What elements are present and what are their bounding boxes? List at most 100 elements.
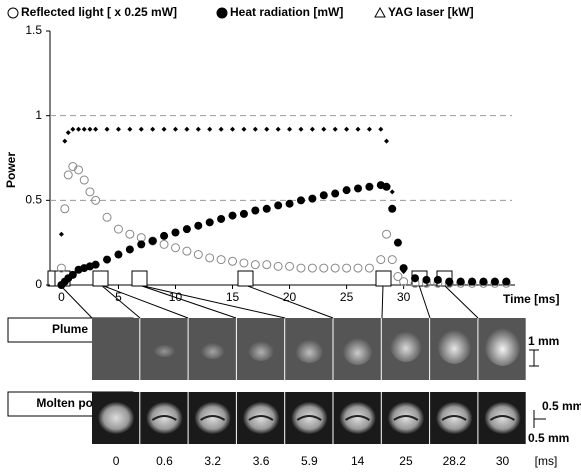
data-point [125,229,135,239]
data-point [182,225,191,234]
x-tick-label: 10 [169,290,183,304]
data-point [138,126,144,132]
series [56,161,511,288]
data-point [239,209,248,218]
data-point [230,126,236,132]
data-point [378,126,384,132]
data-point [216,255,226,265]
frame-time: 25 [399,454,413,468]
data-point [160,231,169,240]
data-point [250,260,260,270]
data-point [423,277,429,283]
frame-time: 28.2 [443,454,467,468]
pool-ripple [151,415,177,421]
data-point [63,170,73,180]
data-point [91,260,100,269]
data-point [252,126,258,132]
y-tick-label: 0 [35,277,42,291]
data-point [401,268,407,274]
x-tick-label: 15 [226,290,240,304]
data-point [264,126,270,132]
data-point [103,255,112,264]
data-point [137,240,146,249]
data-point [296,196,305,205]
frame-time: 0 [113,454,120,468]
data-point [298,126,304,132]
data-point [503,277,509,283]
pool-ripple [248,415,274,421]
data-point [239,258,249,268]
scale-label: 0.5 mm [542,399,581,413]
y-axis-label: Power [4,152,18,188]
data-point [85,187,95,197]
data-point [170,243,180,253]
frame-time: 30 [496,454,510,468]
time-unit: [ms] [535,454,558,468]
legend-marker [374,6,386,18]
data-point [364,263,374,273]
pool-ripple [344,415,371,421]
data-point [309,126,315,132]
data-point [321,126,327,132]
y-tick-label: 1 [35,108,42,122]
data-point [171,228,180,237]
frame-time: 3.6 [253,454,270,468]
data-point [435,277,441,283]
data-point [115,126,121,132]
data-point [319,263,329,273]
data-point [287,126,293,132]
data-point [79,175,89,185]
data-point [81,126,87,132]
frame-time: 3.2 [204,454,221,468]
plume-glow [342,335,373,365]
data-point [275,126,281,132]
plume-glow [153,343,176,357]
data-point [262,204,271,213]
legend-marker [216,7,228,19]
data-point [480,277,486,283]
data-point [194,221,203,230]
data-point [387,255,397,265]
row-label: Plume [52,322,88,336]
data-point [161,126,167,132]
data-point [365,182,374,191]
data-point [114,250,123,259]
data-point [388,204,397,213]
data-point [125,245,134,254]
data-point [93,126,99,132]
plume-frame [92,318,140,380]
scale-bars [529,349,546,428]
pool-ripple [441,415,467,421]
data-point [376,255,386,265]
pool [387,402,424,434]
frame-time: 14 [351,454,365,468]
data-point [193,250,203,260]
series [58,126,509,283]
data-point [56,263,66,273]
pool [98,402,135,434]
data-point [469,277,475,283]
plume-glow [437,326,472,364]
pool [484,402,521,434]
data-point [393,272,403,282]
data-point [412,277,418,283]
frame-time: 0.6 [156,454,173,468]
data-point [207,126,213,132]
y-tick-label: 0.5 [25,193,42,207]
data-point [68,270,77,279]
pool [146,402,183,434]
data-point [65,130,71,136]
data-point [285,199,294,208]
data-point [218,126,224,132]
data-point [87,126,93,132]
legend-label: YAG laser [kW] [388,5,474,19]
data-point [150,126,156,132]
data-point [342,186,351,195]
data-point [60,204,70,214]
data-point [205,218,214,227]
x-axis-label: Time [ms] [503,292,559,306]
legend-label: Heat radiation [mW] [230,5,343,19]
scale-label: 0.5 mm [528,431,569,445]
data-point [74,165,84,175]
